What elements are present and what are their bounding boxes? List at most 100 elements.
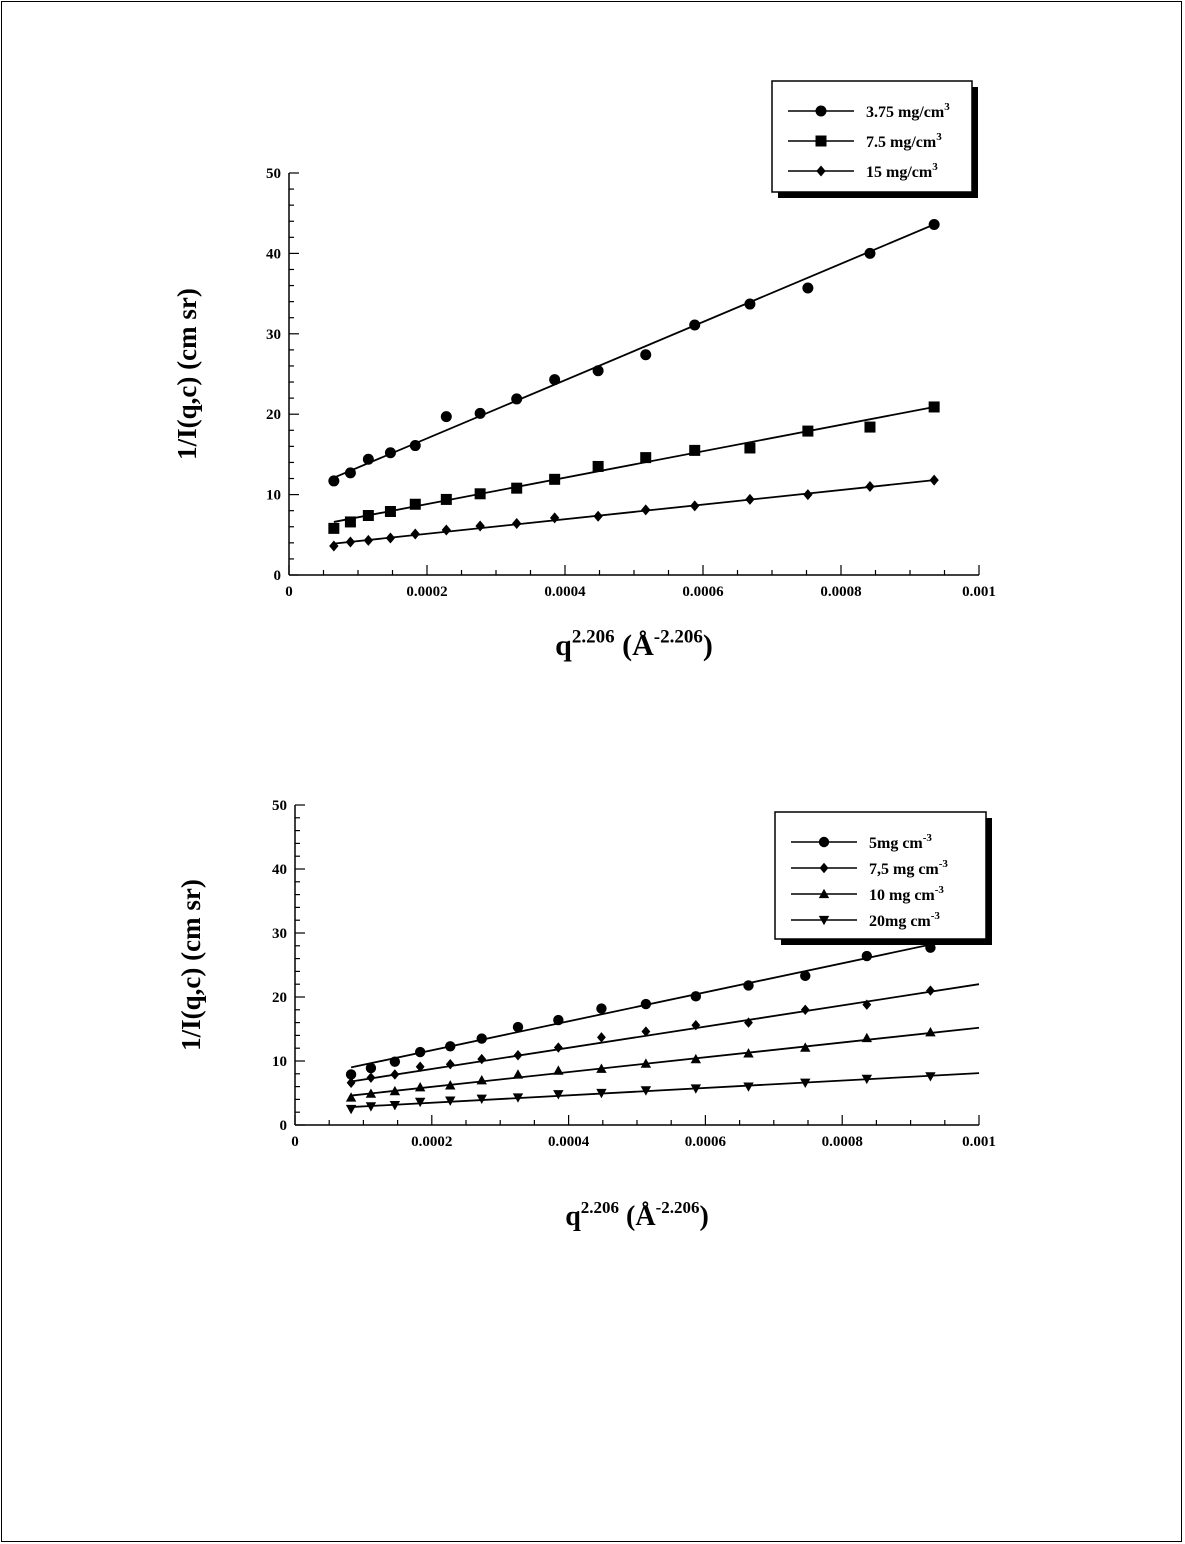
legend-label-superscript: -3 [931,910,941,922]
x-axis-title-part: ) [703,629,713,662]
fit-line [350,1026,980,1097]
legend-box [774,811,987,940]
x-tick-label: 0.0004 [548,1134,590,1150]
data-point [553,1065,564,1075]
data-point [476,1033,487,1044]
series-2 [346,983,980,1088]
data-point [415,1061,425,1072]
data-point [475,520,485,532]
data-point [689,319,701,331]
data-point [414,1082,426,1092]
data-point [743,980,754,991]
data-point [641,504,651,516]
data-point [928,218,940,230]
legend-marker [819,862,829,874]
data-point [345,1092,357,1102]
legend-label: 20mg cm-3 [869,910,940,930]
data-point [862,999,872,1010]
legend-marker [815,105,827,117]
data-point [512,518,522,530]
legend-marker [815,135,827,147]
fit-line [333,479,935,545]
data-point [445,1059,455,1070]
legend-label: 5mg cm-3 [869,832,932,852]
x-axis-title: q2.206 (Å-2.206) [565,1198,709,1232]
data-point [414,1046,426,1058]
data-point [745,493,755,505]
data-point [362,453,374,465]
data-point [743,1082,754,1092]
legend-label-superscript: -3 [923,832,933,844]
data-point [592,460,604,472]
legend-label-text: 15 mg/cm [866,164,933,181]
legend-marker [818,915,830,926]
data-point [409,440,421,452]
x-axis-title: q2.206 (Å-2.206) [555,626,713,662]
data-point [390,1069,400,1080]
fit-line [350,983,980,1083]
data-point [384,505,396,517]
data-point [328,522,340,534]
data-point [925,942,936,953]
data-point [864,421,876,433]
data-point [690,1084,702,1094]
legend-marker [818,888,830,899]
y-axis-title: 1/I(q,c) (cm sr) [176,879,206,1051]
data-point [744,442,756,454]
x-axis-title-part: q [555,629,572,662]
data-point [410,528,420,540]
data-point [925,1072,936,1082]
data-point [345,1069,357,1080]
data-point [802,425,814,437]
data-point [596,1003,607,1014]
data-point [689,444,701,456]
data-point [690,500,700,512]
data-point [328,475,340,487]
data-point [512,1021,524,1033]
data-point [640,998,652,1010]
y-tick-label: 50 [266,166,281,182]
series-4 [345,1072,980,1115]
x-axis-title-superscript: -2.206 [654,626,703,647]
x-axis-title-part: (Å [615,629,654,662]
fit-line [333,223,935,479]
x-tick-label: 0.0008 [820,584,861,600]
series-1 [328,218,940,487]
legend-marker [818,836,830,848]
series-3 [345,1026,980,1102]
legend-label-text: 7,5 mg cm [869,861,939,878]
data-point [362,510,374,522]
chart-2: 0 10 20 30 40 50 0 0.0002 0.0004 0.0006 0.0008 0.00… [176,798,996,1232]
y-tick-label: 40 [272,862,287,878]
legend-label-text: 3.75 mg/cm [866,104,945,121]
chart-1: 0 10 20 30 40 50 0 0.0002 0.0004 0.0006 0.0008 0.00… [172,80,996,662]
legend-label-superscript: 3 [936,131,942,143]
data-point [596,1088,607,1099]
data-point [928,401,940,413]
data-point [861,1074,873,1085]
series-1 [345,933,980,1080]
data-point [549,374,561,386]
data-point [384,447,396,459]
legend-box [771,80,973,193]
data-point [691,1019,701,1031]
data-point [800,1042,811,1052]
data-point [640,349,652,361]
data-point [690,991,702,1002]
data-point [345,536,356,548]
data-point [329,540,339,552]
data-point [445,1041,456,1052]
x-tick-label: 0 [291,1134,299,1150]
data-point [592,365,604,377]
x-tick-label: 0.001 [962,584,996,600]
data-point [385,532,396,544]
data-point [800,970,811,982]
data-point [511,393,523,405]
data-point [365,1062,377,1074]
data-point [365,1102,377,1112]
data-point [513,1050,523,1061]
data-point [861,1032,873,1043]
legend-label-text: 5mg cm [869,835,923,852]
